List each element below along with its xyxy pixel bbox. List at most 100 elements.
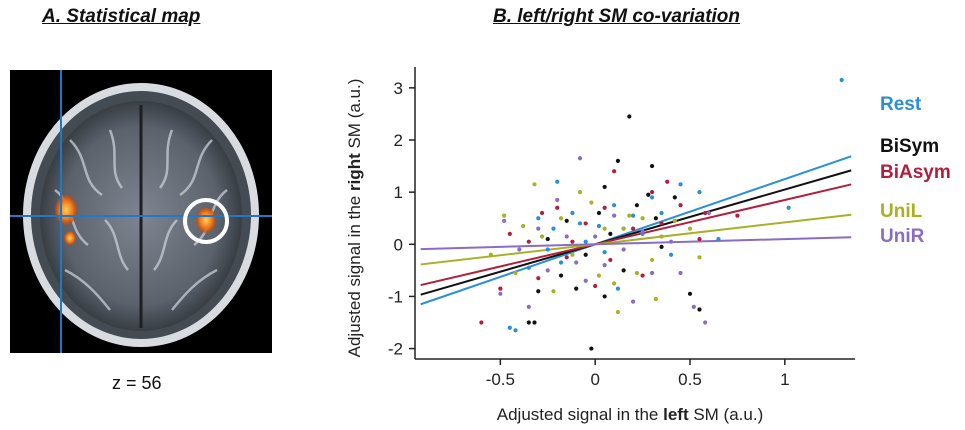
data-point-rest: [678, 182, 683, 187]
data-point-rest: [558, 260, 564, 265]
data-point-bisym: [602, 184, 607, 190]
brain-slice-svg: [10, 70, 272, 353]
data-point-unir: [602, 263, 607, 268]
y-tick-label: 3: [394, 79, 403, 98]
data-point-unil: [488, 252, 493, 257]
data-point-unir: [577, 156, 583, 161]
chart-axes: -2 -1 0 1 2 3 -0.5 0 0.5 1: [388, 67, 855, 389]
data-point-rest: [507, 325, 512, 330]
regression-line-unil: [420, 213, 852, 266]
regression-line-bisym: [420, 169, 852, 296]
data-point-bisym: [627, 114, 632, 119]
y-tick-label: -1: [388, 287, 403, 306]
data-point-bisym: [672, 195, 677, 200]
data-point-unil: [551, 289, 556, 294]
scatter-chart: -2 -1 0 1 2 3 -0.5 0 0.5 1 Adjusted signal in the…: [345, 67, 951, 424]
data-point-unil: [659, 234, 664, 239]
data-point-rest: [668, 252, 674, 257]
data-point-bisym: [526, 320, 531, 325]
data-point-unil: [615, 309, 621, 315]
legend-entry-unil: UniL: [880, 201, 923, 222]
data-point-unir: [583, 278, 588, 283]
data-point-bisym: [621, 268, 626, 273]
data-point-rest: [697, 190, 702, 195]
data-point-unil: [570, 252, 575, 257]
data-point-rest: [583, 239, 588, 244]
data-point-unir: [649, 270, 655, 276]
data-point-biasym: [735, 213, 740, 218]
slice-equals-sign: =: [121, 373, 142, 393]
regression-line-unir: [420, 236, 852, 251]
data-point-biasym: [479, 320, 484, 325]
data-point-rest: [513, 328, 518, 333]
data-point-rest: [631, 213, 636, 218]
y-tick-label: 0: [394, 235, 403, 254]
roi-circle: [183, 198, 229, 244]
statistical-map-image: [10, 70, 272, 353]
data-point-unil: [539, 234, 545, 239]
data-point-bisym: [659, 244, 664, 249]
data-point-unir: [668, 239, 674, 244]
panel-a-title: A. Statistical map: [42, 6, 201, 27]
data-point-bisym: [697, 307, 702, 312]
chart-legend: Rest BiSym BiAsym UniL UniR: [880, 94, 951, 247]
data-point-unir: [593, 234, 598, 239]
data-point-biasym: [526, 239, 531, 244]
data-point-bisym: [602, 294, 607, 299]
x-axis-label-part: SM (a.u.): [689, 405, 764, 424]
y-axis-label-part: SM (a.u.): [345, 79, 364, 154]
data-point-unil: [589, 200, 594, 205]
data-point-unir: [640, 229, 645, 234]
data-point-bisym: [608, 231, 613, 236]
data-point-unil: [532, 182, 537, 187]
data-point-unir: [555, 197, 560, 203]
data-point-bisym: [545, 236, 550, 242]
y-axis-label: Adjusted signal in the right SM (a.u.): [345, 79, 364, 358]
data-point-bisym: [574, 286, 579, 291]
data-point-biasym: [507, 231, 512, 236]
data-point-unil: [634, 270, 639, 276]
data-point-biasym: [697, 236, 702, 242]
legend-entry-bisym: BiSym: [880, 136, 939, 157]
data-point-rest: [526, 265, 531, 270]
data-point-biasym: [703, 210, 708, 216]
data-point-rest: [577, 221, 583, 226]
x-axis-label-part: left: [663, 405, 689, 424]
data-point-unir: [545, 268, 550, 273]
y-tick-label: 1: [394, 183, 403, 202]
activation-left-lower: [64, 231, 76, 245]
data-point-rest: [545, 247, 550, 252]
x-axis-label: Adjusted signal in the left SM (a.u.): [497, 405, 763, 424]
data-point-rest: [786, 205, 791, 210]
data-point-bisym: [532, 320, 537, 325]
data-point-bisym: [687, 291, 693, 296]
data-point-biasym: [640, 273, 645, 278]
y-tick-label: 2: [394, 131, 403, 150]
data-point-unil: [513, 270, 518, 276]
data-point-unir: [564, 234, 569, 239]
y-axis-label-part: right: [345, 153, 364, 191]
x-tick-label: -0.5: [486, 370, 515, 389]
activation-left: [55, 195, 77, 225]
data-point-bisym: [615, 158, 621, 163]
data-point-unil: [627, 213, 632, 218]
data-point-biasym: [631, 226, 636, 231]
data-point-unir: [706, 210, 712, 216]
slice-value: 56: [141, 373, 162, 393]
data-point-unir: [612, 213, 617, 218]
data-point-rest: [612, 203, 617, 208]
data-point-bisym: [653, 216, 658, 221]
data-point-unil: [521, 223, 526, 229]
data-point-unir: [502, 218, 507, 223]
data-point-unil: [687, 226, 693, 231]
data-point-unil: [558, 216, 564, 221]
data-point-unil: [697, 255, 702, 260]
data-point-unil: [653, 296, 658, 302]
data-point-unir: [631, 299, 636, 304]
data-point-unir: [621, 247, 626, 252]
data-point-unil: [612, 281, 617, 286]
data-point-unil: [596, 273, 602, 278]
data-point-unil: [621, 226, 626, 231]
data-point-rest: [716, 236, 721, 242]
data-point-unil: [577, 190, 583, 195]
